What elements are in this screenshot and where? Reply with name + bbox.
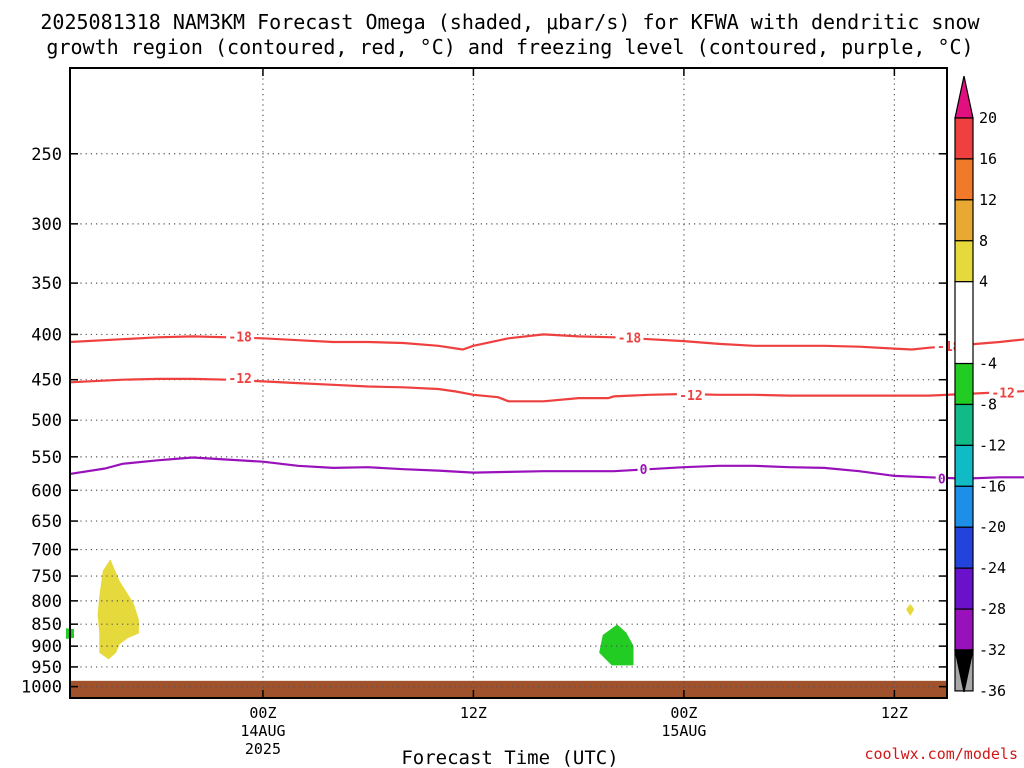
credit-link[interactable]: coolwx.com/models <box>864 745 1018 763</box>
omega-region <box>599 624 634 666</box>
chart-title-line2: growth region (contoured, red, °C) and f… <box>46 35 973 59</box>
colorbar-tick-label: -36 <box>979 682 1006 700</box>
colorbar-tick-label: -24 <box>979 559 1006 577</box>
y-tick-label: 600 <box>31 481 62 501</box>
colorbar-tick-label: 20 <box>979 109 997 127</box>
colorbar-bin <box>954 485 974 528</box>
colorbar-bin <box>954 608 974 651</box>
x-tick-label: 15AUG <box>661 722 706 740</box>
colorbar-bin <box>954 362 974 406</box>
y-tick-label: 850 <box>31 615 62 635</box>
x-tick-label: 12Z <box>460 704 487 722</box>
colorbar-bin <box>954 526 974 569</box>
contour-label-bg <box>637 461 650 478</box>
y-tick-label: 650 <box>31 512 62 532</box>
dendritic-growth-contour <box>69 333 1024 351</box>
y-tick-label: 400 <box>31 325 62 345</box>
colorbar-bin <box>954 158 974 201</box>
colorbar-bin <box>954 199 974 242</box>
x-tick-label: 00Z <box>670 704 697 722</box>
y-tick-label: 900 <box>31 637 62 657</box>
colorbar-tick-label: -4 <box>979 355 997 373</box>
colorbar-tick-label: -28 <box>979 600 1006 618</box>
y-tick-label: 250 <box>31 145 62 165</box>
y-tick-label: 450 <box>31 371 62 391</box>
y-tick-label: 800 <box>31 592 62 612</box>
colorbar-bin <box>954 567 974 610</box>
contour-label-bg <box>226 369 255 386</box>
contour-label-bg <box>989 384 1018 401</box>
omega-shading-layer <box>66 559 947 698</box>
colorbar-tick-label: -20 <box>979 518 1006 536</box>
omega-colorbar: 20 16 12 8 4 -4 -8 -12 -16 -20 -24 -28 -32 -36 <box>954 75 1006 700</box>
colorbar-tick-label: 12 <box>979 191 997 209</box>
y-tick-label: 550 <box>31 448 62 468</box>
contour-label-bg <box>935 470 948 487</box>
contour-label: -12 <box>228 372 251 387</box>
colorbar-bin <box>954 281 974 365</box>
colorbar-tick-label: -8 <box>979 395 997 413</box>
y-tick-label: 1000 <box>21 678 62 698</box>
colorbar-tick-label: 16 <box>979 150 997 168</box>
contour-label-bg <box>615 329 644 346</box>
freezing-level-contour <box>69 456 1024 480</box>
colorbar-bin <box>954 117 974 160</box>
colorbar-tick-label: -32 <box>979 641 1006 659</box>
y-tick-label: 500 <box>31 411 62 431</box>
y-tick-label: 350 <box>31 274 62 294</box>
time-axis: 00Z14AUG202512Z00Z15AUG12Z00Z16AUG <box>240 68 908 758</box>
colorbar-bin <box>954 444 974 487</box>
omega-region <box>97 559 139 660</box>
y-tick-label: 700 <box>31 541 62 561</box>
colorbar-tick-label: -16 <box>979 477 1006 495</box>
contour-label: -18 <box>228 330 252 345</box>
surface-band <box>70 680 947 698</box>
contour-label: -18 <box>618 331 642 346</box>
colorbar-tick-label: 8 <box>979 232 988 250</box>
plot-frame <box>69 67 948 699</box>
chart-title-line1: 2025081318 NAM3KM Forecast Omega (shaded… <box>40 10 980 34</box>
y-tick-label: 950 <box>31 658 62 678</box>
pressure-axis: 2503003504004505005506006507007508008509… <box>21 145 947 698</box>
x-tick-label: 12Z <box>881 704 908 722</box>
omega-region <box>906 604 915 616</box>
contour-label-bg <box>226 328 255 345</box>
x-tick-label: 14AUG <box>240 722 285 740</box>
colorbar-tick-label: -12 <box>979 436 1006 454</box>
colorbar-bottom-arrow <box>954 649 974 693</box>
colorbar-top-arrow <box>954 75 974 119</box>
colorbar-tick-label: 4 <box>979 273 988 291</box>
pressure-time-grid <box>70 68 947 698</box>
contour-label: -12 <box>991 386 1014 401</box>
y-tick-label: 300 <box>31 215 62 235</box>
y-tick-label: 750 <box>31 567 62 587</box>
x-tick-label: 2025 <box>245 740 281 758</box>
contour-label-bg <box>676 386 705 403</box>
colorbar-bin <box>954 403 974 446</box>
x-axis-label: Forecast Time (UTC) <box>401 747 618 768</box>
x-tick-label: 00Z <box>249 704 276 722</box>
dendritic-growth-contour <box>69 377 1024 403</box>
colorbar-bin <box>954 240 974 283</box>
contour-label: -12 <box>679 389 702 404</box>
contour-label: 0 <box>938 473 946 488</box>
contour-label: 0 <box>640 463 648 478</box>
